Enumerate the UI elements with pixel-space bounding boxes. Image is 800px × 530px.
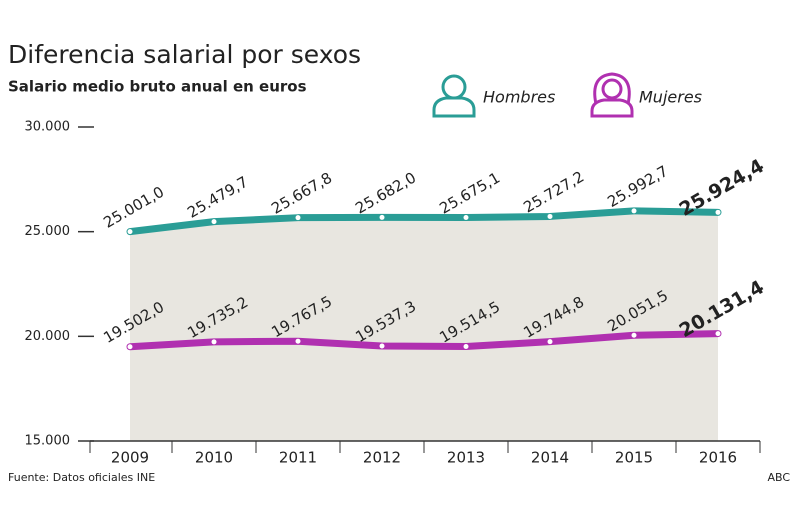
data-point (463, 215, 469, 221)
data-point (547, 339, 553, 345)
data-point (127, 344, 133, 350)
x-tick-label: 2013 (447, 449, 485, 467)
data-label: 25.727,2 (520, 168, 587, 217)
y-tick-label: 25.000 (25, 224, 71, 239)
data-label: 25.675,1 (436, 169, 503, 218)
data-point (463, 343, 469, 349)
x-tick-label: 2014 (531, 449, 569, 467)
data-point (127, 229, 133, 235)
data-label: 25.667,8 (268, 169, 335, 218)
x-tick-label: 2015 (615, 449, 653, 467)
legend-label: Hombres (483, 88, 555, 107)
data-label: 25.682,0 (352, 168, 419, 217)
x-tick-label: 2012 (363, 449, 401, 467)
chart-subtitle: Salario medio bruto anual en euros (8, 78, 307, 96)
series-line (126, 207, 722, 236)
data-point (211, 339, 217, 345)
source: Fuente: Datos oficiales INE (8, 471, 155, 484)
data-point (715, 209, 721, 215)
legend-label: Mujeres (639, 88, 702, 107)
data-point (631, 332, 637, 338)
y-tick-label: 20.000 (25, 329, 71, 344)
data-point (211, 219, 217, 225)
data-point (379, 214, 385, 220)
data-label: 25.924,4 (676, 155, 768, 221)
data-label: 25.479,7 (184, 173, 251, 222)
x-tick-label: 2009 (111, 449, 149, 467)
y-tick-label: 15.000 (25, 434, 71, 449)
x-tick-label: 2011 (279, 449, 317, 467)
data-label: 25.992,7 (604, 162, 671, 211)
area-fill (130, 210, 718, 441)
data-point (547, 213, 553, 219)
data-point (715, 331, 721, 337)
chart-title: Diferencia salarial por sexos (8, 40, 361, 69)
y-tick-label: 30.000 (25, 120, 71, 135)
data-point (295, 338, 301, 344)
x-tick-label: 2016 (699, 449, 737, 467)
data-point (379, 343, 385, 349)
series-line (126, 330, 722, 351)
data-point (295, 215, 301, 221)
data-point (631, 208, 637, 214)
credit: ABC (767, 471, 790, 484)
data-label: 25.001,0 (100, 183, 167, 232)
legend-icon (432, 74, 476, 118)
legend-icon (590, 72, 634, 118)
legend: Hombres Mujeres (432, 72, 702, 118)
x-tick-label: 2010 (195, 449, 233, 467)
